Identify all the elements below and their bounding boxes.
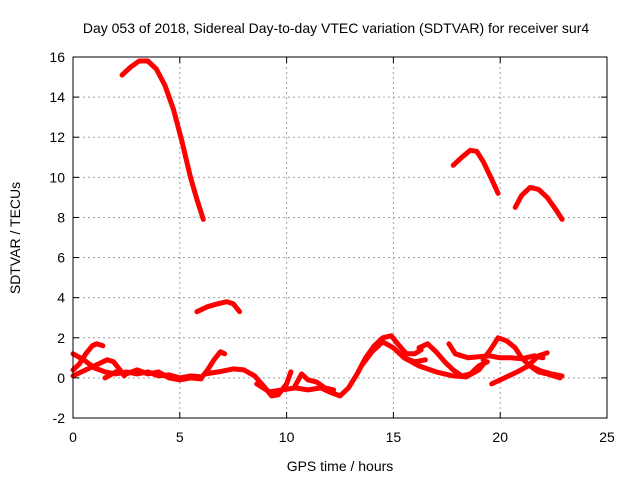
series-arc-17	[446, 341, 546, 362]
series-arc-8	[102, 367, 204, 383]
y-tick-label: 2	[57, 330, 65, 346]
series-arc-16	[401, 355, 488, 380]
series-arc-1	[119, 58, 206, 222]
grid-lines	[73, 57, 607, 418]
series-arc-3	[450, 147, 501, 196]
plot-frame	[72, 56, 608, 419]
x-tick-label: 20	[492, 429, 508, 445]
x-tick-label: 15	[386, 429, 402, 445]
x-tick-label: 5	[176, 429, 184, 445]
series-arc-5	[70, 341, 106, 373]
data-series	[70, 58, 565, 399]
series-arc-2	[194, 299, 243, 315]
y-tick-label: 4	[57, 290, 65, 306]
y-tick-label: 16	[49, 49, 65, 65]
y-axis-label: SDTVAR / TECUs	[7, 182, 23, 294]
series-arc-7	[70, 357, 127, 379]
y-tick-label: 6	[57, 250, 65, 266]
y-tick-label: -2	[53, 410, 66, 426]
x-tick-label: 25	[599, 429, 615, 445]
series-arc-13	[337, 333, 424, 399]
y-tick-label: 12	[49, 129, 65, 145]
series-arc-12	[292, 371, 337, 393]
series-arc-20	[527, 363, 565, 379]
series-arc-15	[416, 341, 490, 379]
series-arc-11	[254, 381, 343, 399]
y-tick-label: 8	[57, 209, 65, 225]
y-tick-label: 14	[49, 89, 65, 105]
series-arc-19	[489, 350, 550, 387]
x-tick-label: 0	[69, 429, 77, 445]
chart-title: Day 053 of 2018, Sidereal Day-to-day VTE…	[83, 20, 589, 36]
x-axis-label: GPS time / hours	[287, 458, 394, 474]
y-tick-label: 10	[49, 169, 65, 185]
x-tick-label: 10	[279, 429, 295, 445]
series-arc-4	[512, 184, 565, 222]
y-tick-label: 0	[57, 370, 65, 386]
